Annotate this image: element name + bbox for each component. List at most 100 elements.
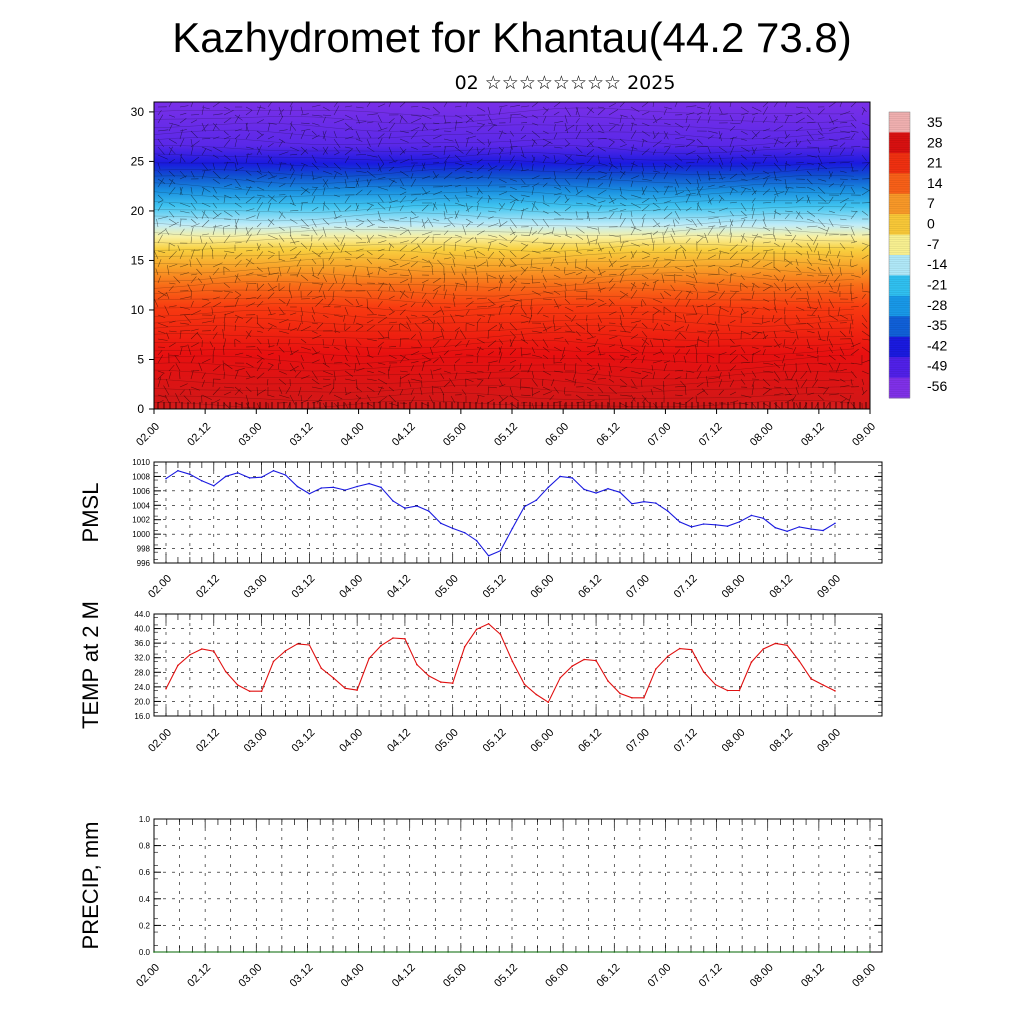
x-tick-label: 09.00 <box>815 573 843 601</box>
y-tick-label: 40.0 <box>134 625 150 634</box>
data-point <box>416 505 418 507</box>
data-point <box>306 951 309 953</box>
warm-blob <box>232 339 388 409</box>
data-point <box>664 951 667 953</box>
x-tick-label: 05.12 <box>492 962 520 990</box>
x-tick-label: 04.12 <box>385 727 413 755</box>
data-point <box>651 951 654 953</box>
data-point <box>702 523 705 525</box>
x-tick-label: 08.12 <box>799 421 827 449</box>
y-tick-label: 36.0 <box>134 639 150 648</box>
data-point <box>774 642 777 645</box>
colorbar-swatch <box>889 214 910 236</box>
data-point <box>475 628 478 631</box>
data-point <box>368 482 370 485</box>
colorbar-label: -7 <box>927 236 940 252</box>
x-tick-label: 02.00 <box>146 573 174 601</box>
data-point <box>229 951 232 953</box>
data-point <box>600 951 603 953</box>
y-tick-label: 0.4 <box>139 895 151 904</box>
data-point <box>487 555 490 557</box>
x-tick-label: 03.12 <box>288 962 316 990</box>
data-point <box>392 500 394 502</box>
colorbar-label: 21 <box>927 155 943 171</box>
data-point <box>499 549 502 552</box>
data-point <box>293 951 296 953</box>
data-point <box>213 485 215 487</box>
data-point <box>189 473 191 476</box>
y-axis-title: PMSL <box>78 483 103 543</box>
x-tick-label: 02.12 <box>194 573 222 601</box>
y-tick-label: 10 <box>131 303 145 317</box>
y-tick-label: 32.0 <box>134 654 150 663</box>
x-tick-label: 06.12 <box>594 962 622 990</box>
data-point <box>667 655 669 658</box>
data-point <box>822 684 824 686</box>
x-tick-label: 03.00 <box>242 727 270 755</box>
x-tick-label: 03.12 <box>290 727 318 755</box>
x-tick-label: 06.00 <box>528 573 556 601</box>
y-tick-label: 16.0 <box>134 712 150 721</box>
data-point <box>463 531 466 534</box>
data-point <box>451 682 454 684</box>
data-point <box>272 660 275 663</box>
data-point <box>511 951 513 953</box>
x-tick-label: 09.00 <box>850 421 878 449</box>
data-point <box>396 951 398 953</box>
data-point <box>428 675 430 677</box>
data-point <box>547 701 550 703</box>
data-point <box>165 687 167 690</box>
colorbar-label: -42 <box>927 337 947 353</box>
data-point <box>356 485 358 488</box>
data-point <box>308 644 311 646</box>
data-point <box>191 951 194 953</box>
y-tick-label: 0.2 <box>139 921 151 930</box>
x-tick-label: 08.12 <box>767 727 795 755</box>
data-point <box>786 530 788 533</box>
x-tick-label: 08.00 <box>748 421 776 449</box>
data-point <box>667 510 669 512</box>
data-point <box>213 650 215 652</box>
data-point <box>690 526 693 528</box>
cross-section-field <box>154 102 870 409</box>
colorbar-label: -21 <box>927 276 947 292</box>
data-point <box>810 678 812 680</box>
data-point <box>440 522 442 525</box>
y-axis-title: PRECIP, mm <box>78 822 103 950</box>
data-point <box>587 951 590 953</box>
data-point <box>728 951 731 953</box>
x-tick-label: 05.00 <box>433 727 461 755</box>
data-point <box>524 951 526 953</box>
data-point <box>834 522 836 525</box>
data-point <box>715 951 718 953</box>
colorbar-swatch <box>889 295 910 317</box>
x-tick-label: 04.12 <box>390 421 418 449</box>
data-point <box>655 668 657 670</box>
data-point <box>404 638 406 640</box>
colorbar-label: -28 <box>927 297 947 313</box>
y-tick-label: 1000 <box>132 530 150 539</box>
data-point <box>255 951 258 953</box>
data-point <box>792 951 795 953</box>
x-tick-label: 04.12 <box>385 573 413 601</box>
x-tick-label: 05.12 <box>492 421 520 449</box>
colorbar-swatch <box>889 193 910 215</box>
data-point <box>703 951 705 953</box>
colorbar-label: -56 <box>927 378 947 394</box>
data-point <box>463 646 466 648</box>
data-point <box>535 693 538 696</box>
colorbar-swatch <box>889 132 910 154</box>
data-point <box>762 648 765 650</box>
colorbar-label: -49 <box>927 358 947 374</box>
data-point <box>639 951 641 953</box>
data-point <box>404 507 406 510</box>
colorbar-label: -35 <box>927 317 947 333</box>
data-point <box>762 517 765 520</box>
data-point <box>738 689 741 692</box>
data-point <box>547 486 550 489</box>
data-point <box>619 692 621 695</box>
x-tick-label: 06.12 <box>576 727 604 755</box>
data-point <box>357 951 360 953</box>
data-point <box>248 690 251 692</box>
data-point <box>166 951 168 953</box>
